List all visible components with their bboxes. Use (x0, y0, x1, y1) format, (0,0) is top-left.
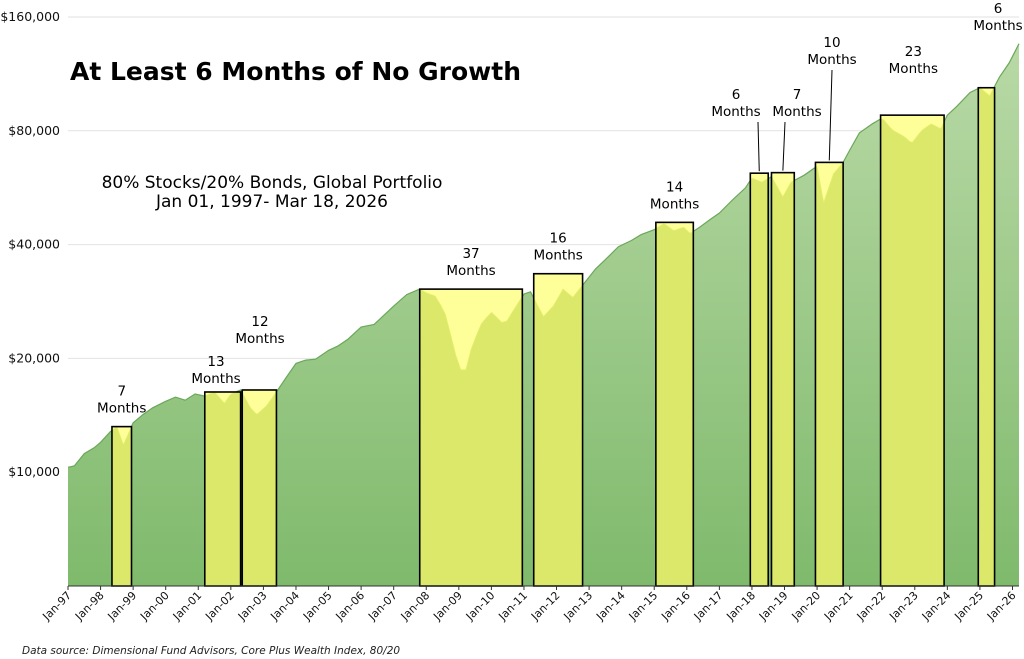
x-tick-label: Jan-02 (202, 589, 237, 624)
period-box (750, 173, 769, 586)
period-box (111, 426, 132, 586)
period-box (655, 222, 694, 586)
period-dip (771, 172, 795, 198)
period-months-unit: Months (807, 52, 856, 68)
x-tick-label: Jan-20 (789, 589, 824, 624)
period-months-unit: Months (533, 248, 582, 264)
x-tick-label: Jan-08 (398, 589, 433, 624)
period-box (771, 172, 795, 586)
period-months-unit: Months (97, 401, 146, 417)
period-months-value: 37 (462, 246, 479, 262)
x-tick-label: Jan-23 (886, 589, 921, 624)
period-leader-line (782, 121, 786, 171)
period-months-value: 13 (207, 354, 224, 370)
x-tick-label: Jan-12 (528, 589, 563, 624)
x-tick-label: Jan-21 (821, 589, 856, 624)
y-tick-label: $10,000 (8, 464, 60, 479)
chart-subtitle-line1: 80% Stocks/20% Bonds, Global Portfolio (102, 173, 443, 193)
x-tick-label: Jan-10 (463, 589, 498, 624)
y-tick-label: $40,000 (8, 237, 60, 252)
chart-title: At Least 6 Months of No Growth (70, 57, 521, 86)
period-months-unit: Months (650, 196, 699, 212)
period-months-value: 12 (251, 314, 268, 330)
period-months-unit: Months (235, 331, 284, 347)
period-box (204, 391, 241, 586)
x-tick-label: Jan-99 (105, 589, 140, 624)
period-months-value: 14 (666, 179, 683, 195)
period-dip (815, 162, 844, 205)
x-tick-label: Jan-09 (430, 589, 465, 624)
x-tick-label: Jan-11 (495, 589, 530, 624)
x-tick-label: Jan-07 (365, 589, 400, 624)
period-box (978, 87, 995, 587)
period-leader-line (757, 121, 760, 172)
y-tick-label: $80,000 (8, 123, 60, 138)
x-tick-label: Jan-15 (626, 589, 661, 624)
period-months-unit: Months (711, 104, 760, 120)
period-dip (111, 425, 133, 446)
period-leader-line (828, 69, 833, 161)
period-box (533, 273, 583, 586)
x-tick-label: Jan-06 (333, 589, 368, 624)
x-tick-label: Jan-00 (137, 589, 172, 624)
x-tick-label: Jan-24 (919, 589, 954, 624)
period-dip (241, 389, 277, 415)
period-months-value: 16 (550, 231, 567, 247)
period-dip (533, 273, 583, 318)
x-tick-label: Jan-03 (235, 589, 270, 624)
period-dip (418, 288, 523, 371)
x-tick-label: Jan-14 (593, 589, 628, 624)
period-months-value: 7 (117, 384, 126, 400)
data-source-note: Data source: Dimensional Fund Advisors, … (22, 645, 400, 657)
period-box (880, 115, 945, 586)
x-tick-label: Jan-01 (170, 589, 205, 624)
period-months-value: 23 (905, 44, 922, 60)
x-tick-label: Jan-26 (984, 589, 1019, 624)
x-tick-label: Jan-04 (267, 589, 302, 624)
x-tick-label: Jan-13 (561, 589, 596, 624)
x-tick-label: Jan-16 (658, 589, 693, 624)
x-tick-label: Jan-18 (723, 589, 758, 624)
no-growth-periods: 7Months13Months12Months37Months16Months1… (97, 1, 1023, 587)
x-tick-label: Jan-17 (691, 589, 726, 624)
x-tick-label: Jan-05 (300, 589, 335, 624)
period-months-unit: Months (889, 61, 938, 77)
period-months-unit: Months (973, 18, 1022, 34)
period-months-value: 10 (823, 35, 840, 51)
x-tick-label: Jan-98 (72, 589, 107, 624)
period-months-value: 6 (994, 1, 1003, 17)
period-dip (880, 114, 945, 143)
x-tick-label: Jan-19 (756, 589, 791, 624)
y-tick-label: $160,000 (0, 9, 60, 24)
period-months-unit: Months (446, 263, 495, 279)
period-months-unit: Months (191, 371, 240, 387)
period-months-value: 7 (793, 87, 802, 103)
x-tick-label: Jan-25 (951, 589, 986, 624)
period-dip (749, 172, 769, 183)
chart-subtitle-line2: Jan 01, 1997- Mar 18, 2026 (155, 192, 388, 212)
period-box (242, 389, 277, 586)
x-tick-label: Jan-97 (40, 589, 75, 624)
x-tick-label: Jan-22 (854, 589, 889, 624)
y-tick-label: $20,000 (8, 350, 60, 365)
period-box (815, 162, 844, 586)
period-dip (655, 222, 694, 234)
period-months-value: 6 (732, 87, 741, 103)
period-months-unit: Months (772, 104, 821, 120)
